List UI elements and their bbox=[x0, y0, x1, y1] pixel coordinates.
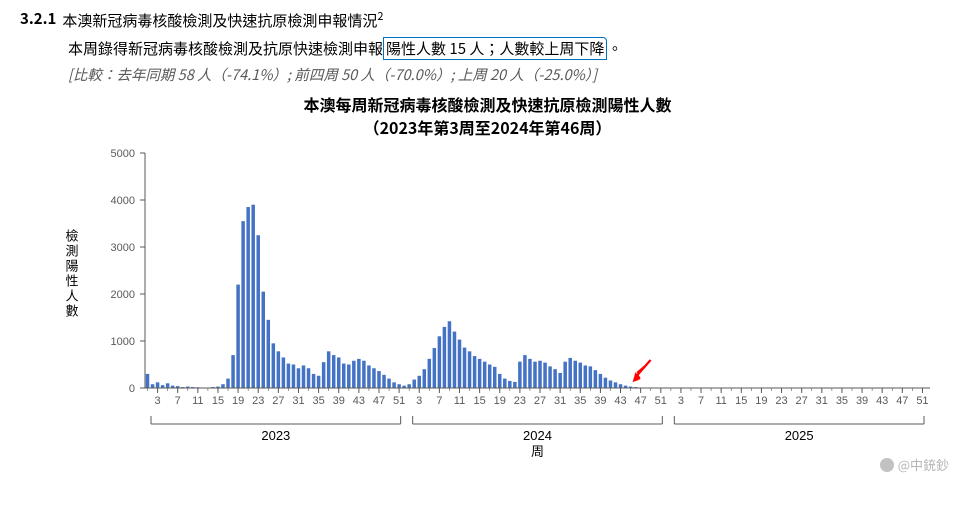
svg-text:31: 31 bbox=[816, 395, 828, 407]
svg-text:4000: 4000 bbox=[111, 195, 135, 207]
svg-text:15: 15 bbox=[735, 395, 747, 407]
svg-text:35: 35 bbox=[836, 395, 848, 407]
svg-text:47: 47 bbox=[373, 395, 385, 407]
summary-highlight: 陽性人數 15 人；人數較上周下降 bbox=[383, 37, 607, 60]
svg-text:35: 35 bbox=[312, 395, 324, 407]
comparison-text: [比較：去年同期 58 人（-74.1%）; 前四周 50 人（-70.0%）;… bbox=[68, 64, 597, 85]
svg-text:2000: 2000 bbox=[111, 289, 135, 301]
svg-text:15: 15 bbox=[474, 395, 486, 407]
svg-text:19: 19 bbox=[755, 395, 767, 407]
svg-text:周: 周 bbox=[531, 444, 544, 459]
svg-text:31: 31 bbox=[554, 395, 566, 407]
svg-text:3000: 3000 bbox=[111, 242, 135, 254]
svg-text:43: 43 bbox=[614, 395, 626, 407]
svg-text:0: 0 bbox=[129, 383, 135, 395]
bar-chart: 0 1000 2000 3000 4000 5000 檢測陽性人數 3 7 11 15 19 23 27 3… bbox=[50, 143, 950, 473]
svg-text:數: 數 bbox=[65, 304, 78, 319]
svg-text:2023: 2023 bbox=[261, 428, 290, 443]
summary-prefix: 本周錄得新冠病毒核酸檢測及抗原快速檢測申報 bbox=[68, 38, 383, 59]
svg-text:23: 23 bbox=[775, 395, 787, 407]
svg-text:51: 51 bbox=[393, 395, 405, 407]
section-number: 3.2.1 bbox=[20, 8, 56, 31]
summary-line: 本周錄得新冠病毒核酸檢測及抗原快速檢測申報陽性人數 15 人；人數較上周下降。 bbox=[68, 37, 955, 60]
svg-text:1000: 1000 bbox=[111, 336, 135, 348]
svg-text:27: 27 bbox=[534, 395, 546, 407]
section-title-text: 本澳新冠病毒核酸檢測及快速抗原檢測申報情況 bbox=[62, 10, 377, 31]
svg-text:23: 23 bbox=[252, 395, 264, 407]
chart-title-line1: 本澳每周新冠病毒核酸檢測及快速抗原檢測陽性人數 bbox=[20, 93, 955, 116]
svg-text:39: 39 bbox=[594, 395, 606, 407]
chart-title-line2: （2023年第3周至2024年第46周） bbox=[20, 116, 955, 139]
svg-text:2025: 2025 bbox=[785, 428, 814, 443]
svg-text:23: 23 bbox=[514, 395, 526, 407]
section-heading: 3.2.1 本澳新冠病毒核酸檢測及快速抗原檢測申報情況2 bbox=[20, 8, 955, 31]
svg-text:51: 51 bbox=[655, 395, 667, 407]
comparison-line: [比較：去年同期 58 人（-74.1%）; 前四周 50 人（-70.0%）;… bbox=[68, 64, 955, 85]
svg-text:43: 43 bbox=[876, 395, 888, 407]
svg-text:15: 15 bbox=[212, 395, 224, 407]
svg-text:11: 11 bbox=[715, 395, 726, 407]
svg-text:27: 27 bbox=[272, 395, 284, 407]
svg-text:測: 測 bbox=[65, 244, 78, 259]
svg-text:3: 3 bbox=[678, 395, 684, 407]
svg-text:19: 19 bbox=[494, 395, 506, 407]
svg-text:2024: 2024 bbox=[523, 428, 552, 443]
svg-text:檢: 檢 bbox=[65, 229, 78, 244]
svg-text:39: 39 bbox=[856, 395, 868, 407]
svg-text:19: 19 bbox=[232, 395, 244, 407]
svg-text:性: 性 bbox=[65, 274, 78, 289]
svg-text:5000: 5000 bbox=[111, 148, 135, 160]
svg-text:27: 27 bbox=[796, 395, 808, 407]
svg-text:7: 7 bbox=[698, 395, 704, 407]
svg-text:51: 51 bbox=[916, 395, 928, 407]
section-superscript: 2 bbox=[377, 8, 383, 24]
svg-text:47: 47 bbox=[635, 395, 647, 407]
svg-text:陽: 陽 bbox=[65, 259, 78, 274]
section-title: 本澳新冠病毒核酸檢測及快速抗原檢測申報情況2 bbox=[62, 8, 383, 31]
svg-text:31: 31 bbox=[292, 395, 304, 407]
svg-text:39: 39 bbox=[333, 395, 345, 407]
summary-suffix: 。 bbox=[607, 38, 622, 59]
chart-container: 0 1000 2000 3000 4000 5000 檢測陽性人數 3 7 11 15 19 23 27 3… bbox=[50, 143, 955, 478]
svg-text:11: 11 bbox=[454, 395, 465, 407]
svg-text:7: 7 bbox=[175, 395, 181, 407]
svg-text:47: 47 bbox=[896, 395, 908, 407]
svg-text:11: 11 bbox=[192, 395, 203, 407]
svg-text:7: 7 bbox=[436, 395, 442, 407]
svg-text:35: 35 bbox=[574, 395, 586, 407]
svg-text:3: 3 bbox=[416, 395, 422, 407]
svg-text:43: 43 bbox=[353, 395, 365, 407]
chart-title: 本澳每周新冠病毒核酸檢測及快速抗原檢測陽性人數 （2023年第3周至2024年第… bbox=[20, 93, 955, 139]
svg-text:3: 3 bbox=[155, 395, 161, 407]
svg-text:人: 人 bbox=[65, 289, 78, 304]
